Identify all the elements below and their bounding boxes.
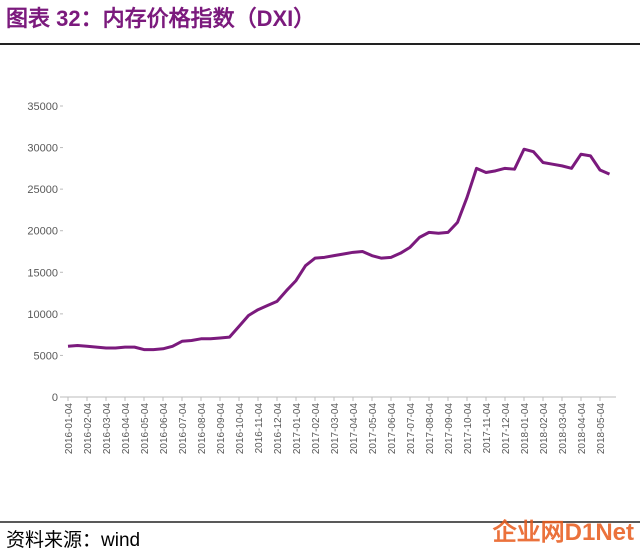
y-tick-label: 25000 [27, 184, 58, 196]
x-tick-label: 2017-01-04 [292, 403, 303, 455]
x-tick-label: 2016-05-04 [140, 403, 151, 455]
x-tick-label: 2018-03-04 [558, 403, 569, 455]
y-tick-label: 10000 [27, 309, 58, 321]
x-tick-label: 2018-01-04 [520, 403, 531, 455]
line [67, 147, 611, 352]
x-tick-label: 2016-10-04 [235, 403, 246, 455]
x-tick-label: 2016-11-04 [254, 403, 265, 454]
x-tick-label: 2016-02-04 [83, 403, 94, 455]
x-tick-label: 2016-01-04 [64, 403, 75, 455]
x-tick-label: 2017-02-04 [311, 403, 322, 455]
x-tick-label: 2016-06-04 [159, 403, 170, 455]
y-tick-label: 15000 [27, 267, 58, 279]
y-tick-label: 30000 [27, 143, 58, 155]
x-tick-label: 2018-02-04 [539, 403, 550, 455]
x-tick-label: 2016-09-04 [216, 403, 227, 455]
x-tick-label: 2016-07-04 [178, 403, 189, 455]
x-tick-label: 2018-05-04 [596, 403, 607, 455]
y-tick-label: 0 [52, 392, 58, 404]
x-tick-label: 2017-03-04 [330, 403, 341, 455]
x-tick-label: 2017-04-04 [349, 403, 360, 455]
chart-title: 图表 32：内存价格指数（DXI） [6, 6, 315, 31]
x-tick-label: 2016-03-04 [102, 403, 113, 455]
x-tick-label: 2016-12-04 [273, 403, 284, 455]
source: 资料来源：wind [6, 529, 140, 551]
x-tick-label: 2017-10-04 [463, 403, 474, 455]
y-tick-label: 20000 [27, 226, 58, 238]
x-tick-label: 2016-04-04 [121, 403, 132, 455]
x-tick-label: 2017-07-04 [406, 403, 417, 455]
x-tick-label: 2017-09-04 [444, 403, 455, 455]
watermark: 企业网D1Net [493, 518, 634, 546]
x-tick-label: 2017-12-04 [501, 403, 512, 455]
x-tick-label: 2017-05-04 [368, 403, 379, 455]
x-tick-label: 2018-04-04 [577, 403, 588, 455]
y-tick-label: 5000 [34, 350, 58, 362]
x-tick-label: 2016-08-04 [197, 403, 208, 455]
x-tick-label: 2017-08-04 [425, 403, 436, 455]
y-tick-label: 35000 [27, 101, 58, 113]
x-tick-label: 2017-06-04 [387, 403, 398, 455]
x-tick-label: 2017-11-04 [482, 403, 493, 454]
